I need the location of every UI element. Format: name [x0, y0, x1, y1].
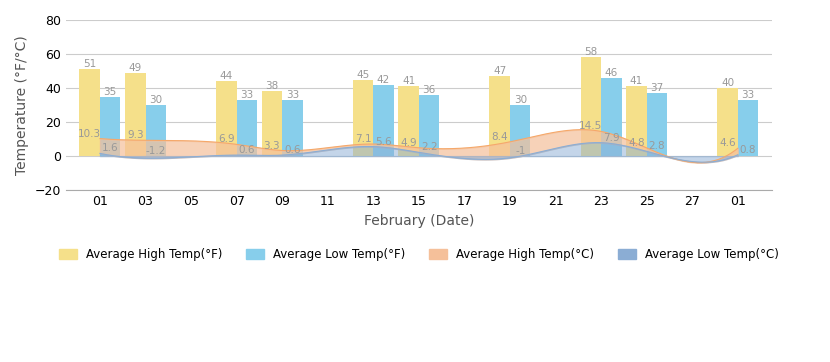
Bar [261, 92, 282, 156]
Text: 41: 41 [402, 76, 415, 87]
Text: 0.8: 0.8 [740, 145, 756, 155]
Text: 51: 51 [83, 59, 96, 70]
Bar [490, 76, 510, 156]
Text: 4.9: 4.9 [400, 138, 417, 148]
Text: 1.6: 1.6 [102, 143, 119, 153]
Bar [237, 100, 257, 156]
Text: 9.3: 9.3 [127, 130, 144, 140]
Bar [510, 105, 530, 156]
Text: 14.5: 14.5 [579, 121, 603, 131]
Text: 58: 58 [584, 47, 598, 58]
Text: 7.1: 7.1 [354, 134, 371, 144]
Text: 30: 30 [149, 95, 163, 105]
Text: 44: 44 [220, 71, 233, 81]
Bar [125, 73, 145, 156]
Text: -1.2: -1.2 [145, 146, 166, 156]
Text: 6.9: 6.9 [218, 134, 235, 144]
Y-axis label: Temperature (°F/°C): Temperature (°F/°C) [15, 35, 29, 175]
Text: 47: 47 [493, 66, 506, 76]
Bar [647, 93, 667, 156]
Bar [100, 97, 120, 156]
Bar [581, 58, 601, 156]
Text: 4.6: 4.6 [720, 138, 736, 148]
Text: 33: 33 [240, 90, 253, 100]
Text: 2.8: 2.8 [648, 141, 665, 151]
Bar [738, 100, 759, 156]
Bar [419, 95, 439, 156]
Text: 0.6: 0.6 [284, 145, 300, 155]
X-axis label: February (Date): February (Date) [364, 214, 474, 228]
Text: 33: 33 [741, 90, 754, 100]
Text: 35: 35 [104, 87, 117, 97]
Text: 30: 30 [514, 95, 527, 105]
Text: 40: 40 [721, 78, 734, 88]
Bar [353, 80, 374, 156]
Text: 42: 42 [377, 75, 390, 85]
Bar [282, 100, 303, 156]
Text: 7.9: 7.9 [603, 133, 620, 143]
Text: 5.6: 5.6 [375, 136, 392, 147]
Text: 8.4: 8.4 [491, 132, 508, 142]
Bar [398, 87, 419, 156]
Text: 3.3: 3.3 [264, 140, 281, 151]
Text: 0.6: 0.6 [239, 145, 255, 155]
Text: 41: 41 [630, 76, 643, 87]
Bar [601, 78, 622, 156]
Bar [145, 105, 166, 156]
Text: 4.8: 4.8 [628, 138, 645, 148]
Text: 10.3: 10.3 [78, 129, 101, 139]
Text: 36: 36 [422, 85, 436, 95]
Text: 33: 33 [286, 90, 299, 100]
Bar [626, 87, 647, 156]
Bar [80, 70, 100, 156]
Text: 38: 38 [266, 81, 279, 92]
Text: 49: 49 [129, 63, 142, 73]
Text: 45: 45 [356, 70, 369, 80]
Bar [216, 81, 237, 156]
Text: 37: 37 [650, 83, 663, 93]
Text: 46: 46 [605, 68, 618, 78]
Legend: Average High Temp(°F), Average Low Temp(°F), Average High Temp(°C), Average Low : Average High Temp(°F), Average Low Temp(… [54, 244, 784, 266]
Bar [717, 88, 738, 156]
Text: 2.2: 2.2 [421, 142, 437, 152]
Text: -1: -1 [515, 146, 525, 156]
Bar [374, 85, 393, 156]
